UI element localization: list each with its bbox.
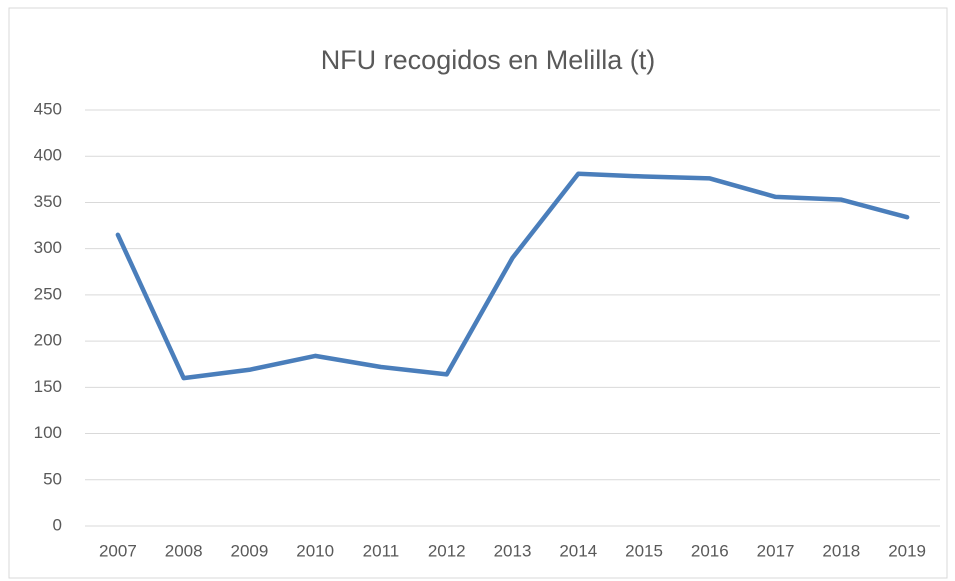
data-line	[115, 171, 910, 381]
x-tick-label: 2015	[625, 541, 663, 560]
x-tick-label: 2013	[494, 541, 532, 560]
y-tick-label: 300	[34, 238, 62, 257]
y-tick-label: 200	[34, 331, 62, 350]
x-tick-label: 2011	[363, 541, 400, 560]
y-tick-label: 50	[43, 469, 62, 488]
x-tick-label: 2018	[822, 541, 860, 560]
y-tick-label: 100	[34, 423, 62, 442]
x-tick-label: 2016	[691, 541, 729, 560]
chart-border	[8, 7, 948, 579]
x-tick-label: 2017	[757, 541, 795, 560]
y-tick-label: 250	[34, 284, 62, 303]
x-tick-label: 2014	[559, 541, 597, 560]
x-tick-label: 2009	[231, 541, 269, 560]
x-tick-label: 2008	[165, 541, 203, 560]
y-tick-label: 0	[53, 515, 62, 534]
y-tick-label: 150	[34, 377, 62, 396]
y-tick-label: 400	[34, 146, 62, 165]
x-tick-label: 2007	[99, 541, 137, 560]
chart-title: NFU recogidos en Melilla (t)	[321, 45, 656, 75]
x-tick-label: 2010	[296, 541, 334, 560]
x-tick-label: 2012	[428, 541, 466, 560]
y-tick-label: 350	[34, 192, 62, 211]
x-tick-label: 2019	[888, 541, 926, 560]
y-tick-label: 450	[34, 99, 62, 118]
